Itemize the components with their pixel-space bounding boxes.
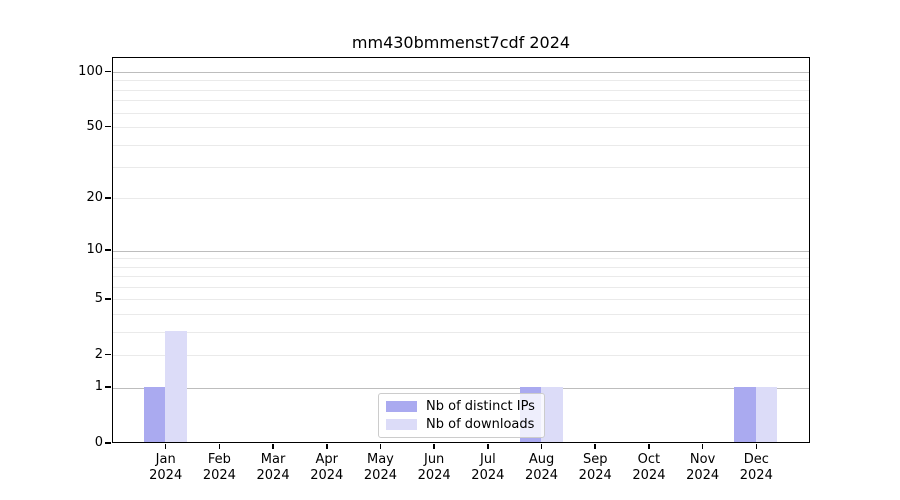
chart-title: mm430bmmenst7cdf 2024 bbox=[351, 33, 571, 52]
major-gridline bbox=[113, 72, 809, 74]
plot-area bbox=[112, 57, 810, 443]
legend-item-downloads: Nb of downloads bbox=[386, 417, 536, 432]
bar-downloads bbox=[755, 386, 778, 443]
x-tick bbox=[487, 444, 489, 449]
y-tick-label: 1 bbox=[94, 379, 103, 395]
minor-gridline bbox=[113, 331, 809, 333]
x-tick bbox=[379, 444, 382, 449]
minor-gridline bbox=[113, 313, 809, 315]
y-tick-label: 5 bbox=[94, 290, 103, 306]
x-tick-label: Nov 2024 bbox=[686, 452, 720, 483]
y-tick-label: 20 bbox=[86, 189, 103, 205]
x-tick-label: Feb 2024 bbox=[202, 452, 236, 483]
x-tick-label: Jul 2024 bbox=[471, 452, 505, 483]
y-tick bbox=[105, 353, 111, 356]
minor-gridline bbox=[113, 276, 809, 278]
x-tick bbox=[218, 444, 221, 449]
x-tick bbox=[701, 444, 704, 449]
minor-gridline bbox=[113, 266, 809, 268]
x-tick-label: Oct 2024 bbox=[632, 452, 666, 483]
minor-gridline bbox=[113, 100, 809, 102]
bar-distinct-ips bbox=[734, 386, 756, 443]
minor-gridline bbox=[113, 286, 809, 288]
legend-swatch-downloads bbox=[386, 419, 417, 430]
legend-label-downloads: Nb of downloads bbox=[426, 417, 535, 432]
y-tick bbox=[105, 298, 111, 300]
x-tick-label: May 2024 bbox=[363, 452, 397, 483]
x-tick bbox=[433, 444, 435, 449]
bar-distinct-ips bbox=[143, 386, 166, 443]
x-tick bbox=[272, 444, 274, 449]
x-tick-label: Apr 2024 bbox=[310, 452, 344, 483]
minor-gridline bbox=[113, 89, 809, 91]
y-tick bbox=[105, 249, 111, 251]
minor-gridline bbox=[113, 198, 809, 200]
minor-gridline bbox=[113, 112, 809, 114]
legend-item-distinct-ips: Nb of distinct IPs bbox=[386, 399, 536, 414]
y-tick-label: 100 bbox=[78, 63, 103, 79]
y-tick bbox=[105, 125, 111, 128]
x-tick-label: Sep 2024 bbox=[578, 452, 612, 483]
y-tick bbox=[105, 442, 111, 444]
x-tick-label: Jun 2024 bbox=[417, 452, 451, 483]
y-tick bbox=[105, 70, 111, 73]
y-tick-label: 10 bbox=[86, 242, 103, 257]
x-tick bbox=[648, 444, 650, 449]
y-tick bbox=[105, 197, 111, 199]
bar-downloads bbox=[165, 330, 187, 443]
x-tick-label: Jan 2024 bbox=[149, 452, 183, 483]
x-tick-label: Mar 2024 bbox=[256, 452, 290, 483]
y-tick-label: 2 bbox=[94, 346, 103, 362]
minor-gridline bbox=[113, 299, 809, 301]
legend-label-distinct-ips: Nb of distinct IPs bbox=[426, 399, 535, 414]
legend: Nb of distinct IPs Nb of downloads bbox=[378, 393, 545, 438]
x-tick bbox=[326, 444, 328, 449]
x-tick bbox=[594, 444, 596, 449]
minor-gridline bbox=[113, 127, 809, 129]
minor-gridline bbox=[113, 80, 809, 82]
x-tick bbox=[540, 444, 543, 449]
y-tick bbox=[105, 386, 111, 388]
x-tick bbox=[164, 444, 167, 449]
minor-gridline bbox=[113, 258, 809, 260]
x-tick-label: Aug 2024 bbox=[524, 452, 559, 483]
minor-gridline bbox=[113, 144, 809, 146]
y-tick-label: 0 bbox=[94, 435, 103, 450]
minor-gridline bbox=[113, 167, 809, 169]
x-tick bbox=[755, 444, 758, 449]
legend-swatch-distinct-ips bbox=[386, 401, 417, 412]
x-tick-label: Dec 2024 bbox=[739, 452, 773, 483]
bar-downloads bbox=[541, 386, 563, 443]
y-tick-label: 50 bbox=[86, 118, 103, 134]
major-gridline bbox=[113, 250, 809, 252]
major-gridline bbox=[113, 387, 809, 389]
minor-gridline bbox=[113, 355, 809, 357]
